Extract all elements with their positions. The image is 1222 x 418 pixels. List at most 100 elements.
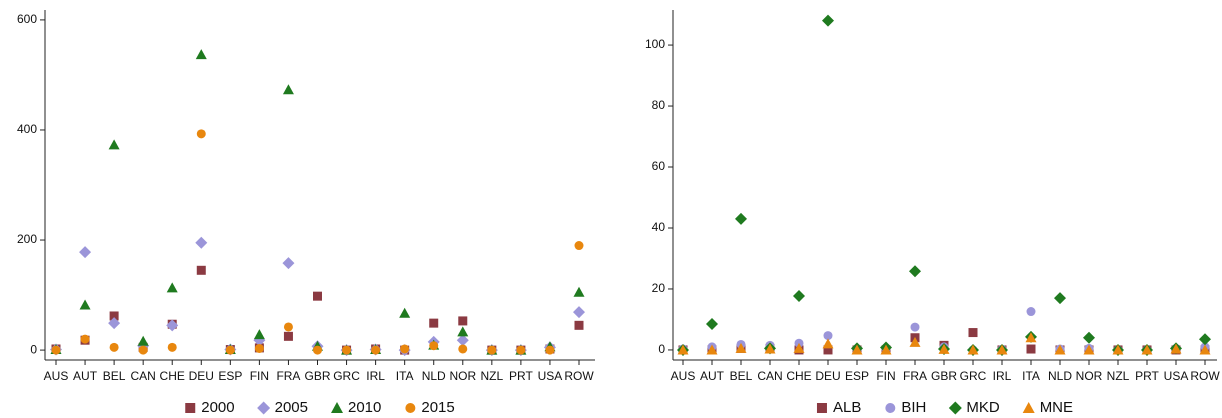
marker-square bbox=[283, 331, 293, 341]
x-tick-label: FRA bbox=[276, 369, 300, 383]
marker-triangle bbox=[1199, 344, 1211, 355]
x-tick-label: BEL bbox=[103, 369, 126, 383]
x-tick-label: NLD bbox=[1048, 369, 1072, 383]
marker-triangle bbox=[108, 139, 120, 150]
marker-square bbox=[823, 345, 833, 355]
marker-triangle bbox=[282, 84, 294, 95]
marker-circle bbox=[254, 343, 264, 353]
x-tick-label: ROW bbox=[564, 369, 594, 383]
x-tick-label: DEU bbox=[815, 369, 840, 383]
x-tick-label: IRL bbox=[993, 369, 1012, 383]
marker-circle bbox=[545, 345, 555, 355]
x-tick-label: ITA bbox=[396, 369, 414, 383]
x-tick-label: NOR bbox=[1076, 369, 1103, 383]
marker-diamond bbox=[257, 401, 271, 415]
marker-circle bbox=[574, 241, 584, 251]
marker-circle bbox=[1026, 307, 1036, 317]
marker-diamond bbox=[909, 265, 921, 278]
marker-circle bbox=[138, 345, 148, 355]
x-tick-label: NZL bbox=[1107, 369, 1130, 383]
x-tick-label: PRT bbox=[509, 369, 533, 383]
marker-diamond bbox=[195, 236, 208, 249]
marker-diamond bbox=[1199, 333, 1211, 346]
marker-triangle bbox=[331, 402, 343, 413]
marker-diamond bbox=[1083, 331, 1095, 344]
x-tick-label: ESP bbox=[845, 369, 869, 383]
marker-circle bbox=[516, 345, 526, 355]
x-tick-label: AUS bbox=[44, 369, 69, 383]
marker-triangle bbox=[195, 49, 207, 60]
marker-diamond bbox=[948, 401, 962, 415]
legend-label: 2010 bbox=[348, 399, 381, 416]
legend-label: 2005 bbox=[275, 399, 308, 416]
x-tick-label: AUT bbox=[700, 369, 725, 383]
x-tick-label: FIN bbox=[876, 369, 895, 383]
marker-diamond bbox=[282, 257, 295, 270]
x-tick-label: GBR bbox=[304, 369, 330, 383]
marker-triangle bbox=[764, 343, 776, 354]
marker-triangle bbox=[399, 307, 411, 318]
y-tick-label: 80 bbox=[652, 98, 666, 112]
marker-triangle bbox=[1025, 332, 1037, 343]
marker-circle bbox=[910, 322, 920, 332]
y-tick-label: 600 bbox=[17, 12, 37, 26]
marker-circle bbox=[458, 344, 468, 354]
y-tick-label: 100 bbox=[645, 37, 665, 51]
x-tick-label: CAN bbox=[130, 369, 155, 383]
marker-triangle bbox=[253, 329, 265, 340]
marker-diamond bbox=[1054, 292, 1066, 305]
marker-triangle bbox=[938, 343, 950, 354]
x-tick-label: USA bbox=[538, 369, 563, 383]
marker-circle bbox=[342, 345, 352, 355]
marker-circle bbox=[283, 322, 293, 332]
marker-circle bbox=[80, 334, 90, 344]
marker-triangle bbox=[1054, 344, 1066, 355]
x-tick-label: GRC bbox=[333, 369, 360, 383]
marker-diamond bbox=[822, 14, 834, 27]
marker-square bbox=[1026, 344, 1036, 354]
marker-triangle bbox=[880, 344, 892, 355]
x-tick-label: NZL bbox=[480, 369, 503, 383]
marker-triangle bbox=[1022, 402, 1035, 413]
marker-diamond bbox=[108, 317, 121, 330]
y-tick-label: 400 bbox=[17, 122, 37, 136]
y-tick-label: 60 bbox=[652, 159, 666, 173]
marker-square bbox=[196, 265, 206, 275]
x-tick-label: AUT bbox=[73, 369, 98, 383]
marker-circle bbox=[225, 345, 235, 355]
legend-label: 2000 bbox=[201, 399, 234, 416]
marker-triangle bbox=[1083, 344, 1095, 355]
y-tick-label: 0 bbox=[658, 342, 665, 356]
marker-triangle bbox=[677, 344, 689, 355]
marker-triangle bbox=[1112, 344, 1124, 355]
legend-label: BIH bbox=[901, 399, 926, 416]
marker-diamond bbox=[79, 246, 92, 259]
x-tick-label: ESP bbox=[218, 369, 242, 383]
legend-label: 2015 bbox=[421, 399, 454, 416]
marker-square bbox=[109, 311, 119, 321]
x-tick-label: AUS bbox=[671, 369, 696, 383]
legend-label: MNE bbox=[1040, 399, 1073, 416]
marker-circle bbox=[51, 345, 61, 355]
x-tick-label: BEL bbox=[730, 369, 753, 383]
marker-circle bbox=[109, 342, 119, 352]
marker-diamond bbox=[793, 289, 805, 302]
marker-triangle bbox=[822, 338, 834, 349]
marker-diamond bbox=[456, 334, 469, 347]
marker-circle bbox=[167, 342, 177, 352]
marker-triangle bbox=[79, 299, 91, 310]
marker-triangle bbox=[573, 286, 585, 297]
x-tick-label: GBR bbox=[931, 369, 957, 383]
y-tick-label: 20 bbox=[652, 281, 666, 295]
x-tick-label: DEU bbox=[189, 369, 214, 383]
marker-triangle bbox=[967, 344, 979, 355]
marker-circle bbox=[429, 341, 439, 351]
marker-square bbox=[185, 403, 196, 413]
marker-triangle bbox=[457, 326, 469, 337]
marker-circle bbox=[405, 403, 416, 413]
marker-square bbox=[968, 328, 978, 338]
x-tick-label: CHE bbox=[160, 369, 185, 383]
marker-square bbox=[458, 316, 468, 326]
marker-circle bbox=[196, 129, 206, 139]
